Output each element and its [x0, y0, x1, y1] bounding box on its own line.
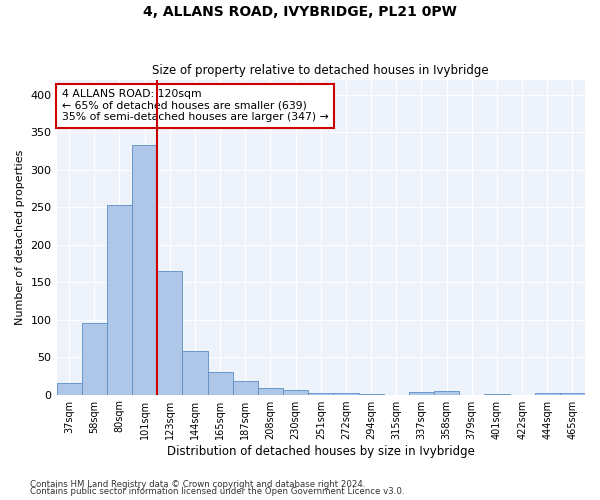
Bar — [208, 372, 233, 394]
Bar — [258, 388, 283, 394]
Bar — [82, 324, 107, 394]
Bar — [283, 390, 308, 394]
Bar — [56, 384, 82, 394]
Bar — [535, 393, 560, 394]
Bar — [560, 393, 585, 394]
X-axis label: Distribution of detached houses by size in Ivybridge: Distribution of detached houses by size … — [167, 444, 475, 458]
Bar — [132, 145, 157, 394]
Bar — [434, 391, 459, 394]
Bar — [233, 381, 258, 394]
Bar — [308, 393, 334, 394]
Text: Contains HM Land Registry data © Crown copyright and database right 2024.: Contains HM Land Registry data © Crown c… — [30, 480, 365, 489]
Bar — [409, 392, 434, 394]
Y-axis label: Number of detached properties: Number of detached properties — [15, 150, 25, 325]
Bar — [157, 271, 182, 394]
Bar — [182, 351, 208, 395]
Title: Size of property relative to detached houses in Ivybridge: Size of property relative to detached ho… — [152, 64, 489, 77]
Bar — [107, 205, 132, 394]
Text: Contains public sector information licensed under the Open Government Licence v3: Contains public sector information licen… — [30, 487, 404, 496]
Text: 4, ALLANS ROAD, IVYBRIDGE, PL21 0PW: 4, ALLANS ROAD, IVYBRIDGE, PL21 0PW — [143, 5, 457, 19]
Text: 4 ALLANS ROAD: 120sqm
← 65% of detached houses are smaller (639)
35% of semi-det: 4 ALLANS ROAD: 120sqm ← 65% of detached … — [62, 89, 329, 122]
Bar — [334, 393, 359, 394]
